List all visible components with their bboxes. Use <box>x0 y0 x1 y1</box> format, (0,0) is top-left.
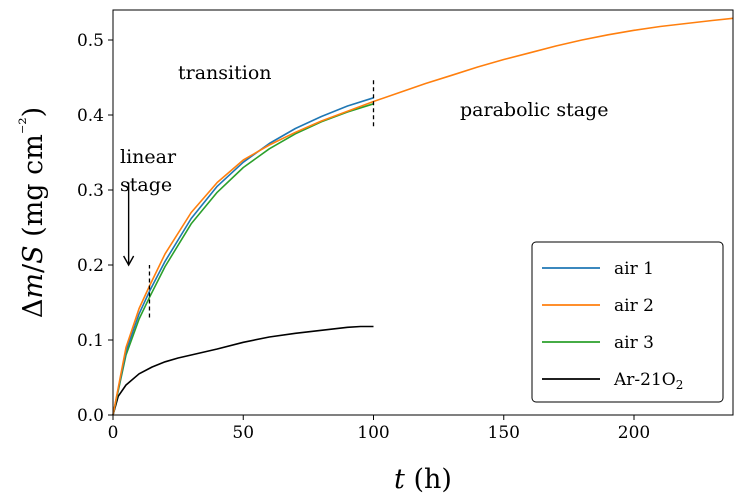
plot-frame <box>112 9 734 416</box>
y-tick-label: 0.1 <box>77 331 104 351</box>
transition-label: transition <box>178 62 272 84</box>
axis-ticks: 0 50 100 150 200 0.0 0.1 0.2 0.3 0.4 0.5 <box>77 31 650 443</box>
series-lines <box>112 17 734 416</box>
arrow-head <box>123 255 135 267</box>
x-tick-label: 50 <box>232 423 254 443</box>
legend-label: air 3 <box>614 333 654 353</box>
y-axis-title: Δm/S (mg cm⁻²) <box>16 107 49 318</box>
legend-box <box>531 241 724 403</box>
y-tick-label: 0.2 <box>77 256 104 276</box>
x-tick-label: 100 <box>357 423 389 443</box>
legend-label: air 1 <box>614 259 654 279</box>
stage-markers <box>148 77 375 318</box>
linear-stage-arrow <box>123 182 135 267</box>
legend-label: air 2 <box>614 296 654 316</box>
y-tick-label: 0.0 <box>77 406 104 426</box>
y-tick-label: 0.4 <box>77 106 104 126</box>
series-line <box>112 325 374 416</box>
x-tick-label: 200 <box>618 423 650 443</box>
x-tick-label: 0 <box>108 423 119 443</box>
parabolic-stage-label: parabolic stage <box>460 99 608 121</box>
legend: air 1 air 2 air 3 Ar-21O2 <box>531 241 724 403</box>
x-tick-label: 150 <box>488 423 520 443</box>
y-tick-label: 0.5 <box>77 31 104 51</box>
legend-label: Ar-21O2 <box>613 370 683 392</box>
linear-stage-label-line2: stage <box>120 174 172 196</box>
linear-stage-label-line1: linear <box>120 146 177 168</box>
y-tick-label: 0.3 <box>77 181 104 201</box>
x-axis-title: t (h) <box>394 464 452 495</box>
series-line <box>112 97 374 416</box>
series-line <box>112 17 734 416</box>
